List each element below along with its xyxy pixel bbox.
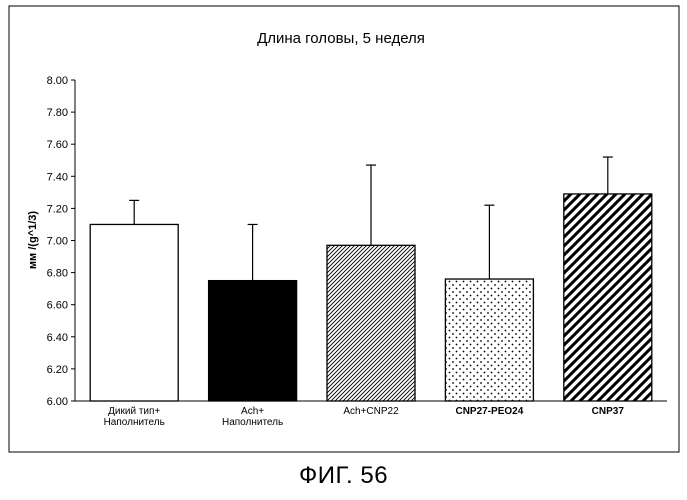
figure-caption: ФИГ. 56 (0, 462, 687, 490)
x-tick-label: CNP27-PEO24 (455, 406, 523, 417)
bar (445, 279, 533, 401)
x-axis-labels: Дикий тип+НаполнительAch+НаполнительAch+… (104, 406, 625, 428)
y-tick-label: 7.00 (47, 236, 68, 248)
x-tick-label: CNP37 (592, 406, 625, 417)
x-tick-label: Наполнитель (104, 417, 165, 428)
y-axis-ticks: 6.00 6.20 6.40 6.60 6.80 7.00 7.20 7.40 7.60 7.80… (47, 75, 75, 408)
y-tick-label: 6.20 (47, 364, 68, 376)
y-tick-label: 6.80 (47, 268, 68, 280)
x-tick-label: Наполнитель (222, 417, 283, 428)
y-tick-label: 6.40 (47, 332, 68, 344)
bar (209, 281, 297, 401)
y-axis-label: мм /(g^1/3) (27, 211, 39, 269)
y-tick-label: 7.40 (47, 171, 68, 183)
y-tick-label: 8.00 (47, 75, 68, 87)
x-tick-label: Ach+ (241, 406, 264, 417)
chart-title: Длина головы, 5 неделя (257, 30, 425, 47)
bar (327, 245, 415, 401)
bar (90, 224, 178, 401)
bar (564, 194, 652, 401)
x-tick-label: Ach+CNP22 (343, 406, 399, 417)
y-tick-label: 6.60 (47, 300, 68, 312)
y-tick-label: 6.00 (47, 396, 68, 408)
bars-group (90, 157, 652, 401)
y-tick-label: 7.80 (47, 107, 68, 119)
y-tick-label: 7.20 (47, 203, 68, 215)
y-tick-label: 7.60 (47, 139, 68, 151)
x-tick-label: Дикий тип+ (108, 406, 160, 417)
